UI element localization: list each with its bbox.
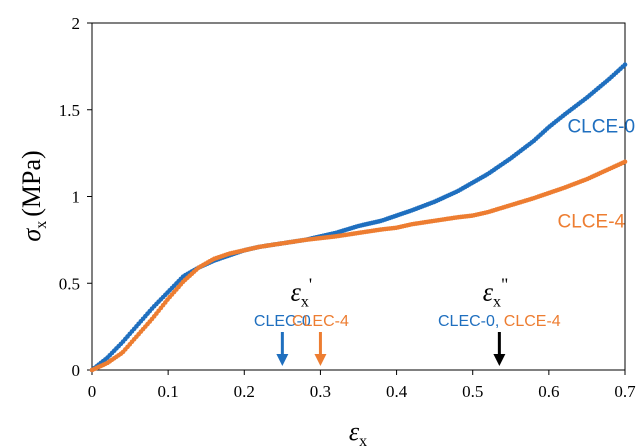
x-tick-label: 0 <box>88 382 97 401</box>
strain-marker-symbol: εx" <box>483 275 509 311</box>
strain-arrow-label-part: CLCE-4 <box>504 313 561 330</box>
y-tick-label: 0.5 <box>59 274 80 293</box>
y-tick-label: 2 <box>72 14 81 33</box>
x-tick-label: 0.6 <box>538 382 559 401</box>
data-point <box>622 62 628 67</box>
x-axis-title: εx <box>349 417 367 448</box>
x-tick-label: 0.5 <box>462 382 483 401</box>
strain-arrow-label: CLEC-0, CLCE-4 <box>438 313 561 330</box>
y-axis-ticks: 0 0.5 1 1.5 2 <box>59 14 92 380</box>
x-tick-label: 0.2 <box>234 382 255 401</box>
y-axis-title: σx(MPa) <box>17 150 50 241</box>
series-label-clce-4: CLCE-4 <box>558 212 626 233</box>
strain-arrow-label: CLEC-4 <box>292 313 349 330</box>
strain-marker-symbol: εx' <box>291 275 313 311</box>
x-tick-label: 0.3 <box>310 382 331 401</box>
strain-arrow-head <box>314 354 327 366</box>
y-tick-label: 1 <box>72 188 81 207</box>
series-label-clce-0: CLCE-0 <box>567 116 635 137</box>
x-tick-label: 0.4 <box>386 382 408 401</box>
series-clce-4 <box>89 159 628 373</box>
series-layer: CLCE-0 CLCE-4 <box>89 62 635 373</box>
x-tick-label: 0.1 <box>158 382 179 401</box>
strain-arrow-label: CLEC-0 <box>254 313 311 330</box>
x-tick-label: 0.7 <box>614 382 636 401</box>
data-point <box>622 159 628 165</box>
x-axis-ticks: 0 0.1 0.2 0.3 0.4 0.5 0.6 0.7 <box>88 370 636 401</box>
y-tick-label: 1.5 <box>59 101 80 120</box>
y-tick-label: 0 <box>72 361 81 380</box>
strain-arrow-label-part: CLEC-0, <box>438 313 504 330</box>
strain-arrow-head <box>493 354 506 366</box>
strain-arrow-head <box>276 354 289 366</box>
